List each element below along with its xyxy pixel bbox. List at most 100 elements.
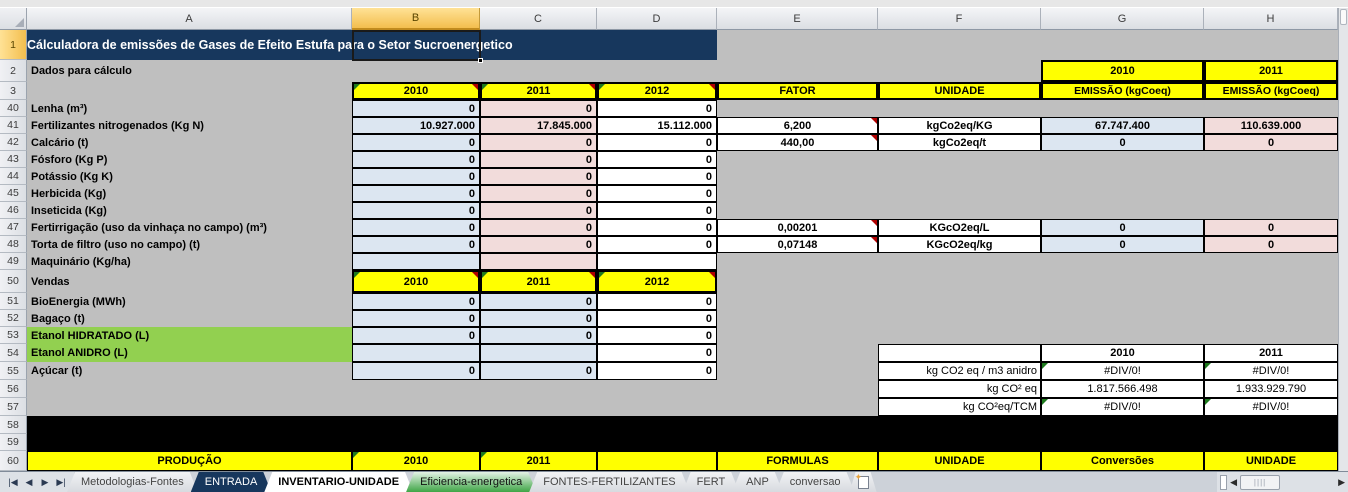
- cell-H1[interactable]: [1204, 30, 1338, 60]
- row-header-48[interactable]: 48: [0, 236, 27, 253]
- cell-D57[interactable]: [597, 398, 717, 416]
- cell-E44[interactable]: [717, 168, 878, 185]
- cell-F46[interactable]: [878, 202, 1041, 219]
- cell-D53[interactable]: 0: [597, 327, 717, 344]
- cell-A2-dados-label[interactable]: Dados para cálculo: [31, 65, 132, 77]
- row-header-54[interactable]: 54: [0, 344, 27, 362]
- cell-E45[interactable]: [717, 185, 878, 202]
- label-inseticida[interactable]: Inseticida (Kg): [31, 204, 107, 217]
- row-header-52[interactable]: 52: [0, 310, 27, 327]
- cell-C2[interactable]: [480, 60, 597, 82]
- label-fertirrigacao[interactable]: Fertirrigação (uso da vinhaça no campo) …: [31, 221, 267, 234]
- cell-A57[interactable]: [27, 398, 352, 416]
- cell-C54[interactable]: [480, 344, 597, 362]
- cell-F40[interactable]: [878, 100, 1041, 117]
- row-header-45[interactable]: 45: [0, 185, 27, 202]
- producao-header[interactable]: PRODUÇÃO: [27, 451, 352, 471]
- cell-B42[interactable]: 0: [352, 134, 480, 151]
- cell-C55[interactable]: 0: [480, 362, 597, 380]
- sheet-tab-entrada[interactable]: ENTRADA: [191, 472, 272, 492]
- cell-G2-year-2010[interactable]: 2010: [1041, 60, 1204, 82]
- cell-B48[interactable]: 0: [352, 236, 480, 253]
- cell-H41-emissao[interactable]: 110.639.000: [1204, 117, 1338, 134]
- scroll-right-button[interactable]: ▶: [1338, 476, 1345, 487]
- unidade-header-h[interactable]: UNIDADE: [1204, 451, 1338, 471]
- cell-B56[interactable]: [352, 380, 480, 398]
- cell-C47[interactable]: 0: [480, 219, 597, 236]
- cell-H52[interactable]: [1204, 310, 1338, 327]
- cell-D40[interactable]: 0: [597, 100, 717, 117]
- cell-H44[interactable]: [1204, 168, 1338, 185]
- cell-C53[interactable]: 0: [480, 327, 597, 344]
- column-header-g[interactable]: G: [1041, 8, 1204, 30]
- cell-A56[interactable]: [27, 380, 352, 398]
- cell-F49[interactable]: [878, 253, 1041, 270]
- cell-C43[interactable]: 0: [480, 151, 597, 168]
- cell-C48[interactable]: 0: [480, 236, 597, 253]
- cell-B53[interactable]: 0: [352, 327, 480, 344]
- cell-E47-fator[interactable]: 0,00201: [717, 219, 878, 236]
- vendas-header-2010[interactable]: 2010: [352, 270, 480, 293]
- column-header-b-selected[interactable]: B: [352, 8, 480, 30]
- header-unidade[interactable]: UNIDADE: [878, 82, 1041, 100]
- cell-B47[interactable]: 0: [352, 219, 480, 236]
- cell-C49[interactable]: [480, 253, 597, 270]
- cell-F52[interactable]: [878, 310, 1041, 327]
- cell-F48-unidade[interactable]: KGcO2eq/kg: [878, 236, 1041, 253]
- last-sheet-button[interactable]: ▶|: [56, 476, 66, 487]
- active-cell-selection-b1[interactable]: [352, 30, 483, 63]
- label-maquinario[interactable]: Maquinário (Kg/ha): [31, 255, 131, 268]
- cell-G53[interactable]: [1041, 327, 1204, 344]
- cell-F53[interactable]: [878, 327, 1041, 344]
- cell-G45[interactable]: [1041, 185, 1204, 202]
- cell-H47-emissao[interactable]: 0: [1204, 219, 1338, 236]
- row-header-43[interactable]: 43: [0, 151, 27, 168]
- prev-sheet-button[interactable]: ◀: [25, 476, 33, 487]
- cell-E52[interactable]: [717, 310, 878, 327]
- cell-E57[interactable]: [717, 398, 878, 416]
- row-header-41[interactable]: 41: [0, 117, 27, 134]
- sheet-tab-fert[interactable]: FERT: [683, 472, 740, 492]
- sheet-tab-inventario-unidade[interactable]: INVENTARIO-UNIDADE: [264, 472, 413, 492]
- cell-G47-emissao[interactable]: 0: [1041, 219, 1204, 236]
- cell-C56[interactable]: [480, 380, 597, 398]
- row-header-49[interactable]: 49: [0, 253, 27, 270]
- cell-G41-emissao[interactable]: 67.747.400: [1041, 117, 1204, 134]
- summary-label-m3-anidro[interactable]: kg CO2 eq / m3 anidro: [878, 362, 1041, 380]
- label-fertilizantes[interactable]: Fertilizantes nitrogenados (Kg N): [31, 119, 204, 132]
- cell-G46[interactable]: [1041, 202, 1204, 219]
- summary-label-kg-co2eq-tcm[interactable]: kg CO²eq/TCM: [878, 398, 1041, 416]
- cell-D2[interactable]: [597, 60, 717, 82]
- vendas-header-2012[interactable]: 2012: [597, 270, 717, 293]
- row-header-40[interactable]: 40: [0, 100, 27, 117]
- black-band-row-58[interactable]: [27, 416, 1338, 434]
- row-header-56[interactable]: 56: [0, 380, 27, 398]
- row-header-47[interactable]: 47: [0, 219, 27, 236]
- cell-E2[interactable]: [717, 60, 878, 82]
- column-header-h[interactable]: H: [1204, 8, 1338, 30]
- black-band-row-59[interactable]: [27, 434, 1338, 451]
- cell-D43[interactable]: 0: [597, 151, 717, 168]
- label-bioenergia[interactable]: BioEnergia (MWh): [31, 295, 126, 308]
- cell-E50[interactable]: [717, 270, 878, 293]
- cell-F47-unidade[interactable]: KGcO2eq/L: [878, 219, 1041, 236]
- row-header-1[interactable]: 1: [0, 30, 27, 60]
- summary-header-2010[interactable]: 2010: [1041, 344, 1204, 362]
- next-sheet-button[interactable]: ▶: [41, 476, 49, 487]
- cell-H53[interactable]: [1204, 327, 1338, 344]
- summary-header-2011[interactable]: 2011: [1204, 344, 1338, 362]
- cell-F1[interactable]: [878, 30, 1041, 60]
- cell-G49[interactable]: [1041, 253, 1204, 270]
- sheet-tab-anp[interactable]: ANP: [732, 472, 783, 492]
- cell-D41[interactable]: 15.112.000: [597, 117, 717, 134]
- cell-E49[interactable]: [717, 253, 878, 270]
- cell-C41[interactable]: 17.845.000: [480, 117, 597, 134]
- cell-G42-emissao[interactable]: 0: [1041, 134, 1204, 151]
- conversoes-header[interactable]: Conversões: [1041, 451, 1204, 471]
- cell-E1[interactable]: [717, 30, 878, 60]
- cell-B49[interactable]: [352, 253, 480, 270]
- cell-B45[interactable]: 0: [352, 185, 480, 202]
- cell-F44[interactable]: [878, 168, 1041, 185]
- cell-G56-total-2010[interactable]: 1.817.566.498: [1041, 380, 1204, 398]
- cell-H51[interactable]: [1204, 293, 1338, 310]
